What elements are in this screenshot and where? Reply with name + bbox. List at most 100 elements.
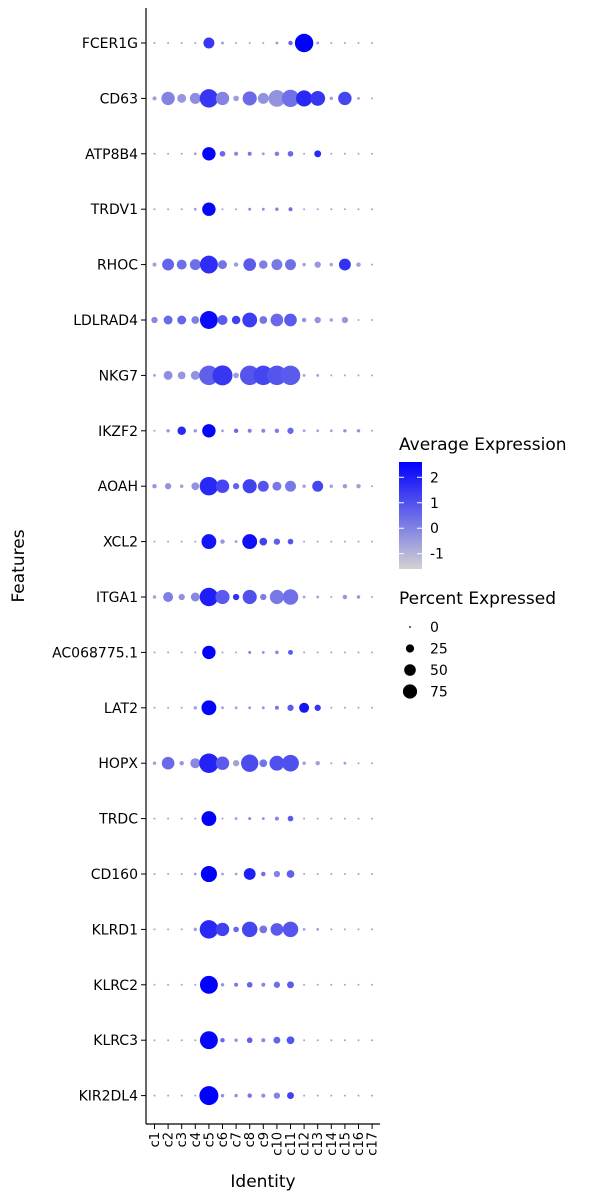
y-tick-label: HOPX <box>98 756 138 772</box>
dot-CD160-c2 <box>167 873 170 875</box>
dot-IKZF2-c8 <box>247 428 252 433</box>
dot-ATP8B4-c6 <box>219 150 226 157</box>
dot-ITGA1-c7 <box>232 593 240 601</box>
dot-LDLRAD4-c9 <box>259 316 268 324</box>
dot-HOPX-c17 <box>371 762 374 765</box>
dot-RHOC-c14 <box>329 262 334 267</box>
x-tick-label: c7 <box>230 1132 245 1147</box>
dot-CD160-c11 <box>286 870 295 878</box>
dot-FCER1G-c11 <box>288 40 293 46</box>
dot-ATP8B4-c1 <box>153 152 156 155</box>
y-tick-label: XCL2 <box>103 535 138 551</box>
dot-HOPX-c2 <box>161 756 175 770</box>
dot-KLRD1-c7 <box>233 926 239 933</box>
dot-CD63-c2 <box>161 91 175 106</box>
dot-KIR2DL4-c14 <box>330 1094 333 1097</box>
dot-KLRD1-c9 <box>259 925 268 934</box>
dot-HOPX-c13 <box>315 760 320 766</box>
dot-FCER1G-c13 <box>316 41 320 45</box>
dot-TRDC-c8 <box>248 817 252 821</box>
dot-LDLRAD4-c6 <box>217 315 228 325</box>
dot-IKZF2-c17 <box>371 429 374 432</box>
dot-ATP8B4-c13 <box>314 150 322 158</box>
dot-KLRC2-c7 <box>234 982 239 987</box>
dots-layer <box>151 33 374 1106</box>
dot-KIR2DL4-c3 <box>180 1094 183 1097</box>
dot-XCL2-c2 <box>167 540 170 543</box>
dot-CD160-c16 <box>357 873 360 875</box>
dot-ITGA1-c3 <box>178 593 185 601</box>
dot-KIR2DL4-c8 <box>247 1093 252 1098</box>
dot-AOAH-c6 <box>215 479 230 493</box>
dot-IKZF2-c15 <box>343 429 347 433</box>
dot-TRDV1-c12 <box>303 208 306 211</box>
dot-KLRC2-c13 <box>316 983 319 986</box>
dot-KIR2DL4-c17 <box>371 1094 374 1097</box>
legend-size-label: 50 <box>430 663 448 679</box>
dot-IKZF2-c7 <box>233 428 239 434</box>
dot-FCER1G-c5 <box>203 37 215 49</box>
dot-KLRC3-c5 <box>199 1031 218 1050</box>
dot-AC068775.1-c9 <box>261 650 265 654</box>
dot-XCL2-c1 <box>153 540 156 543</box>
dot-CD160-c7 <box>234 872 238 876</box>
dot-AOAH-c11 <box>285 480 296 492</box>
y-tick-label: KIR2DL4 <box>79 1089 139 1105</box>
dot-AC068775.1-c4 <box>194 651 197 654</box>
dot-NKG7-c11 <box>280 365 301 386</box>
dot-AC068775.1-c10 <box>275 650 279 655</box>
dot-NKG7-c15 <box>343 374 346 377</box>
dot-KIR2DL4-c15 <box>343 1094 346 1097</box>
dot-TRDV1-c14 <box>330 208 333 211</box>
dot-IKZF2-c6 <box>221 429 224 433</box>
dot-TRDC-c9 <box>261 817 265 821</box>
dot-TRDV1-c3 <box>180 208 183 211</box>
dot-LDLRAD4-c12 <box>301 317 307 323</box>
dot-TRDV1-c9 <box>261 207 265 211</box>
dot-CD160-c5 <box>200 865 217 883</box>
dot-ATP8B4-c16 <box>357 152 360 155</box>
dot-AOAH-c12 <box>302 484 306 488</box>
dot-TRDC-c5 <box>201 811 217 827</box>
dot-ITGA1-c15 <box>342 594 348 600</box>
dot-CD63-c16 <box>357 96 360 100</box>
dot-ITGA1-c6 <box>215 589 230 605</box>
dot-KLRC3-c11 <box>286 1036 295 1045</box>
legend-color-label: -1 <box>430 547 444 563</box>
dot-RHOC-c17 <box>371 263 374 266</box>
dot-AC068775.1-c6 <box>221 651 224 654</box>
dot-CD160-c15 <box>343 873 346 875</box>
dot-AOAH-c5 <box>199 476 219 496</box>
dot-AOAH-c3 <box>179 484 184 488</box>
dot-CD63-c10 <box>268 90 286 107</box>
dot-KLRD1-c11 <box>282 921 299 938</box>
legend-color-title: Average Expression <box>399 435 567 455</box>
dot-XCL2-c7 <box>234 540 238 544</box>
dot-ATP8B4-c7 <box>234 151 239 156</box>
dot-ITGA1-c16 <box>356 595 361 599</box>
dot-XCL2-c10 <box>273 538 281 545</box>
dot-ATP8B4-c10 <box>274 151 280 157</box>
dot-NKG7-c13 <box>316 373 320 377</box>
dot-AC068775.1-c7 <box>235 651 238 654</box>
dot-NKG7-c17 <box>371 374 374 377</box>
dot-CD63-c12 <box>296 90 313 107</box>
dot-LAT2-c10 <box>274 705 279 710</box>
y-tick-label: LDLRAD4 <box>73 313 138 329</box>
dot-RHOC-c11 <box>285 259 296 271</box>
dot-LAT2-c5 <box>201 700 217 716</box>
dot-KLRC3-c15 <box>343 1039 346 1042</box>
dot-AC068775.1-c11 <box>288 649 293 655</box>
dot-CD160-c10 <box>273 870 281 878</box>
dot-AOAH-c9 <box>257 480 269 492</box>
dot-KLRC2-c16 <box>357 983 360 986</box>
legend-color-bar <box>399 462 422 569</box>
dot-XCL2-c16 <box>357 540 360 543</box>
dot-FCER1G-c1 <box>153 42 156 44</box>
x-tick-label: c15 <box>338 1132 353 1156</box>
dot-HOPX-c11 <box>282 754 299 772</box>
dot-HOPX-c4 <box>190 758 201 769</box>
x-tick-label: c4 <box>189 1132 204 1147</box>
dot-KLRC3-c3 <box>180 1039 183 1042</box>
dot-RHOC-c13 <box>314 261 321 268</box>
